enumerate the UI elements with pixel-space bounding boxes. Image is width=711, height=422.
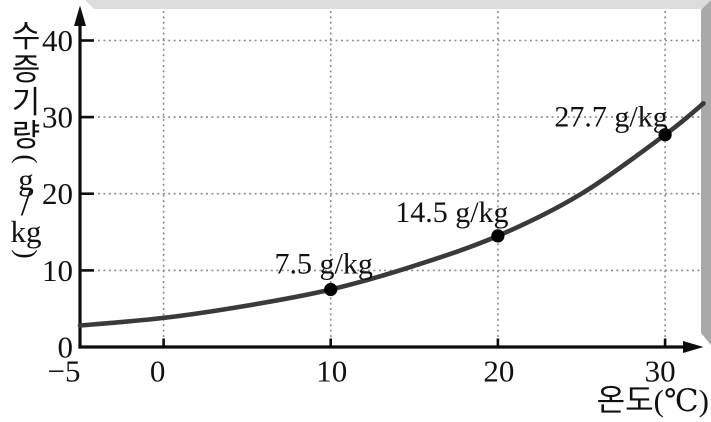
y-axis-label-char: 량 — [11, 118, 41, 153]
frame-top-border — [85, 0, 711, 9]
saturation-curve — [77, 101, 706, 328]
y-axis-label-char: 기 — [11, 85, 41, 120]
data-point — [324, 282, 338, 297]
point-label: 27.7 g/kg — [554, 101, 667, 134]
x-axis-label: 온도(℃) — [596, 383, 709, 418]
x-tick-label: 0 — [150, 354, 166, 389]
y-tick-label: 10 — [42, 253, 73, 288]
y-tick-label: 20 — [42, 176, 73, 211]
axes — [74, 5, 704, 353]
data-point — [491, 229, 505, 243]
x-axis-arrow-icon — [683, 341, 704, 353]
y-axis-label: 수 증 기 량 ( g / kg ) — [2, 20, 50, 261]
y-axis-label-char: 증 — [11, 52, 41, 87]
x-tick-label: 30 — [645, 354, 676, 389]
point-label: 7.5 g/kg — [275, 248, 373, 281]
y-tick-label: 0 — [58, 330, 74, 365]
y-axis-unit-close-paren: ) — [10, 249, 42, 259]
y-axis-unit-open-paren: ( — [10, 154, 42, 164]
curve — [77, 101, 706, 328]
frame-borders — [85, 0, 711, 345]
data-point — [658, 128, 672, 142]
x-tick-label: 10 — [316, 354, 347, 389]
y-axis-unit-grams: g — [18, 162, 34, 197]
y-tick-label: 40 — [42, 23, 73, 58]
frame-right-border — [701, 0, 711, 345]
data-points — [324, 128, 672, 297]
y-axis-unit-slash: / — [20, 182, 32, 224]
y-axis-unit-kilograms: kg — [10, 214, 42, 249]
x-tick-label: 20 — [483, 354, 514, 389]
y-tick-label: 30 — [42, 100, 73, 135]
y-axis-label-char: 수 — [11, 19, 41, 54]
point-label: 14.5 g/kg — [395, 196, 508, 229]
y-axis-arrow-icon — [74, 5, 86, 26]
gridlines — [98, 11, 700, 345]
x-tick-label: −5 — [48, 354, 81, 389]
